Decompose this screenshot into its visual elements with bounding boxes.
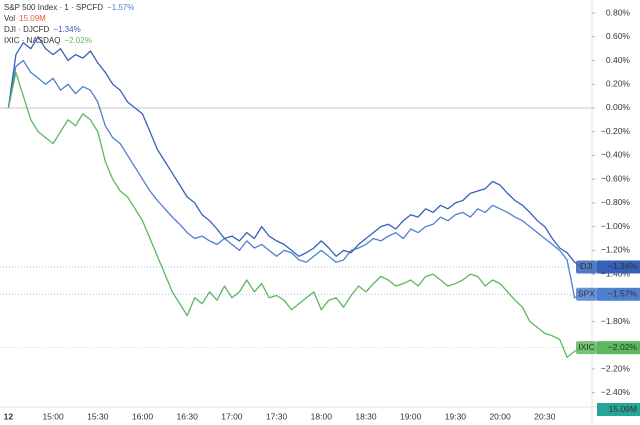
legend-entry: IXIC · NASDAQ −2.02% (4, 36, 92, 45)
y-tick-label: 0.00% (606, 102, 631, 112)
legend-value: 15.09M (19, 14, 46, 23)
y-tick-label: −1.00% (601, 221, 631, 231)
x-tick-label: 12 (4, 411, 14, 421)
badge-name-bg (576, 287, 597, 301)
badge-name-bg (576, 260, 597, 274)
badge-value: −2.02% (608, 342, 638, 352)
y-tick-label: 0.80% (606, 7, 631, 17)
legend-entry: Vol 15.09M (4, 14, 46, 23)
x-tick-label: 16:00 (132, 411, 154, 421)
x-tick-label: 18:00 (311, 411, 333, 421)
badge-name: IXIC (578, 342, 595, 352)
legend-label: S&P 500 Index · 1 · SPCFD (4, 3, 103, 12)
x-tick-label: 19:30 (445, 411, 467, 421)
x-tick-label: 19:00 (400, 411, 422, 421)
volume-badge-bg (597, 403, 640, 416)
legend-label: IXIC · NASDAQ (4, 36, 60, 45)
badge-name: SPX (578, 289, 595, 299)
legend-entry: DJI · DJCFD −1.34% (4, 25, 81, 34)
x-tick-label: 17:30 (266, 411, 288, 421)
y-tick-label: −1.20% (601, 245, 631, 255)
legend: S&P 500 Index · 1 · SPCFD −1.57% Vol 15.09M… (4, 3, 134, 45)
series-line (7, 36, 583, 268)
legend-value: −1.34% (53, 25, 80, 34)
badge-value-bg (597, 287, 640, 301)
y-tick-label: 0.20% (606, 78, 631, 88)
legend-label: Vol (4, 14, 15, 23)
x-tick-label: 15:30 (87, 411, 109, 421)
badge-name: DJI (580, 261, 593, 271)
x-tick-label: 16:30 (177, 411, 199, 421)
y-tick-label: 0.60% (606, 31, 631, 41)
legend-entry: S&P 500 Index · 1 · SPCFD −1.57% (4, 3, 134, 12)
legend-value: −1.57% (107, 3, 134, 12)
volume-badge: 15.09M (609, 404, 637, 414)
badge-value: −1.57% (608, 289, 638, 299)
x-tick-label: 20:30 (534, 411, 556, 421)
y-tick-label: −1.80% (601, 316, 631, 326)
x-tick-label: 15:00 (42, 411, 64, 421)
series-line (7, 59, 583, 299)
y-tick-label: −2.40% (601, 387, 631, 397)
legend-label: DJI · DJCFD (4, 25, 50, 34)
y-tick-label: −0.60% (601, 173, 631, 183)
badge-value-bg (597, 260, 640, 274)
y-tick-label: −2.20% (601, 363, 631, 373)
y-tick-label: −0.20% (601, 126, 631, 136)
x-tick-label: 17:00 (221, 411, 243, 421)
x-tick-label: 18:30 (355, 411, 377, 421)
x-tick-label: 20:00 (489, 411, 511, 421)
badge-value: −1.34% (608, 261, 638, 271)
y-tick-label: −0.40% (601, 150, 631, 160)
y-tick-label: 0.40% (606, 55, 631, 65)
series-line (7, 71, 583, 358)
legend-value: −2.02% (64, 36, 91, 45)
badge-value-bg (597, 341, 640, 355)
y-tick-label: −0.80% (601, 197, 631, 207)
badge-name-bg (576, 341, 597, 355)
